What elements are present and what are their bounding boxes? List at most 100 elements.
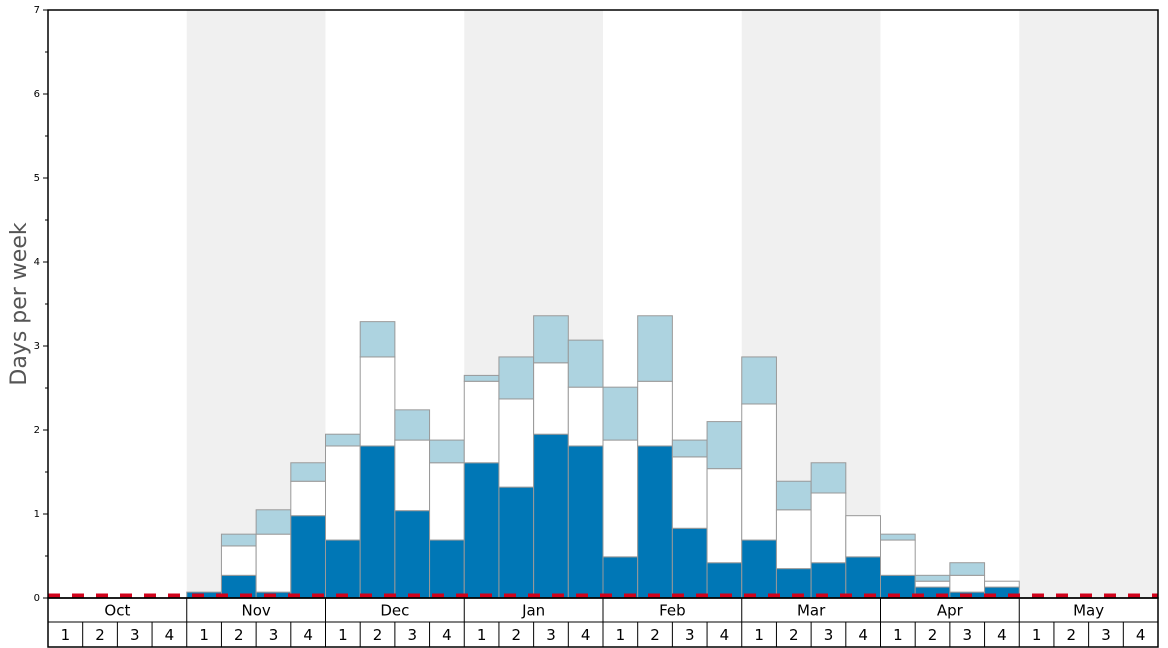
bar-segment [880, 539, 916, 576]
month-label: Dec [380, 602, 409, 620]
bar-segment [914, 574, 951, 582]
bar-segment [498, 356, 535, 400]
bar-segment [845, 556, 881, 599]
bar-segment [359, 321, 396, 358]
y-tick-label: 7 [34, 5, 40, 16]
week-label: 2 [928, 626, 938, 644]
bar-segment [533, 315, 569, 364]
week-label: 4 [442, 626, 452, 644]
bar-segment [429, 462, 465, 541]
bar-segment [810, 462, 847, 494]
y-tick-label: 6 [34, 89, 40, 100]
bar-segment [671, 456, 708, 529]
bar-segment [463, 374, 500, 382]
week-label: 2 [650, 626, 660, 644]
bar-segment [567, 445, 604, 599]
week-label: 1 [61, 626, 71, 644]
week-label: 3 [685, 626, 695, 644]
month-label: Nov [241, 602, 270, 620]
bar-segment [220, 545, 257, 576]
month-label: Mar [797, 602, 826, 620]
week-label: 4 [997, 626, 1007, 644]
week-label: 1 [338, 626, 348, 644]
week-label: 2 [373, 626, 383, 644]
week-label: 3 [546, 626, 556, 644]
bar-segment [429, 439, 465, 464]
y-tick-label: 2 [34, 425, 40, 436]
plot-frame [47, 9, 1159, 599]
bar-segment [498, 486, 535, 599]
bar-segment [394, 439, 431, 512]
week-label: 3 [130, 626, 140, 644]
month-shade [1019, 10, 1158, 598]
bar-segment [775, 480, 812, 511]
week-label: 4 [581, 626, 591, 644]
bar-segment [637, 315, 673, 382]
bar-segment [359, 356, 396, 447]
week-label: 2 [95, 626, 105, 644]
bar-segment [359, 445, 396, 599]
week-label: 1 [199, 626, 209, 644]
week-label: 4 [303, 626, 313, 644]
bar-segment [845, 515, 881, 558]
bar-segment [255, 533, 292, 593]
bar-segment [671, 439, 708, 458]
bar-segment [602, 386, 639, 441]
bar-segment [602, 556, 639, 599]
bar-segment [533, 433, 569, 599]
bar-segment [706, 562, 743, 599]
bar-segment [255, 509, 292, 535]
month-label: Feb [659, 602, 686, 620]
y-axis-label: Days per week [7, 222, 32, 385]
y-tick-label: 0 [34, 593, 40, 604]
week-label: 1 [616, 626, 626, 644]
bar-segment [498, 398, 535, 488]
y-tick-label: 5 [34, 173, 40, 184]
bar-segment [325, 445, 361, 541]
week-label: 3 [824, 626, 834, 644]
bar-segment [775, 509, 812, 570]
month-label: Oct [104, 602, 130, 620]
bar-segment [984, 580, 1020, 588]
week-label: 4 [858, 626, 868, 644]
bar-segment [325, 433, 361, 447]
week-label: 3 [962, 626, 972, 644]
bar-segment [741, 539, 777, 599]
bar-segment [880, 533, 916, 541]
bar-segment [567, 386, 604, 447]
week-label: 2 [1067, 626, 1077, 644]
week-label: 1 [754, 626, 764, 644]
y-tick-label: 4 [34, 257, 40, 268]
week-label: 1 [477, 626, 487, 644]
y-tick-label: 1 [34, 509, 40, 520]
bar-segment [810, 492, 847, 564]
bar-segment [220, 533, 257, 547]
week-label: 3 [269, 626, 279, 644]
week-label: 2 [789, 626, 799, 644]
bar-segment [671, 527, 708, 599]
bar-segment [914, 580, 951, 588]
week-label: 1 [893, 626, 903, 644]
bar-segment [949, 562, 986, 576]
month-label: May [1073, 602, 1104, 620]
week-label: 1 [1032, 626, 1042, 644]
month-label: Apr [937, 602, 964, 620]
month-label: Jan [521, 602, 545, 620]
bar-segment [533, 362, 569, 435]
week-label: 3 [407, 626, 417, 644]
bar-segment [567, 339, 604, 388]
bar-segment [706, 421, 743, 470]
bar-segment [810, 562, 847, 599]
week-label: 4 [1136, 626, 1146, 644]
bar-segment [706, 468, 743, 564]
bar-segment [290, 480, 326, 517]
week-label: 3 [1101, 626, 1111, 644]
week-label: 4 [720, 626, 730, 644]
week-label: 2 [234, 626, 244, 644]
bar-segment [602, 439, 639, 558]
bar-segment [637, 380, 673, 447]
bar-segment [394, 510, 431, 599]
bar-segment [429, 539, 465, 599]
